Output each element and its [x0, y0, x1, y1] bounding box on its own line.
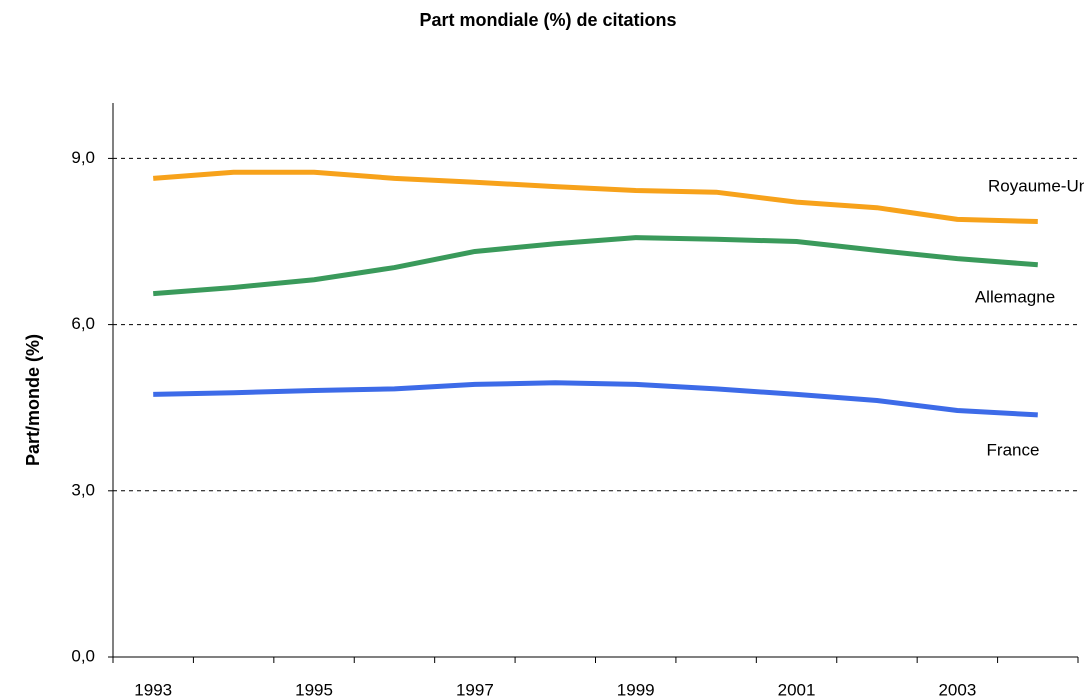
- y-tick-label: 0,0: [71, 646, 95, 665]
- series-label: France: [987, 440, 1040, 459]
- y-tick-label: 6,0: [71, 314, 95, 333]
- y-tick-label: 3,0: [71, 480, 95, 499]
- y-tick-label: 9,0: [71, 148, 95, 167]
- x-tick-label: 1995: [295, 680, 333, 699]
- series-line: [153, 380, 1038, 418]
- y-axis-label: Part/monde (%): [23, 334, 43, 466]
- chart-title: Part mondiale (%) de citations: [419, 10, 676, 30]
- x-tick-label: 1999: [617, 680, 655, 699]
- series-label: Allemagne: [975, 287, 1055, 306]
- series-label: Royaume-Uni: [988, 176, 1084, 195]
- x-tick-label: 2001: [778, 680, 816, 699]
- x-tick-label: 1997: [456, 680, 494, 699]
- x-tick-label: 2003: [938, 680, 976, 699]
- x-tick-label: 1993: [134, 680, 172, 699]
- series-line: [153, 235, 1038, 297]
- series-line: [153, 169, 1038, 225]
